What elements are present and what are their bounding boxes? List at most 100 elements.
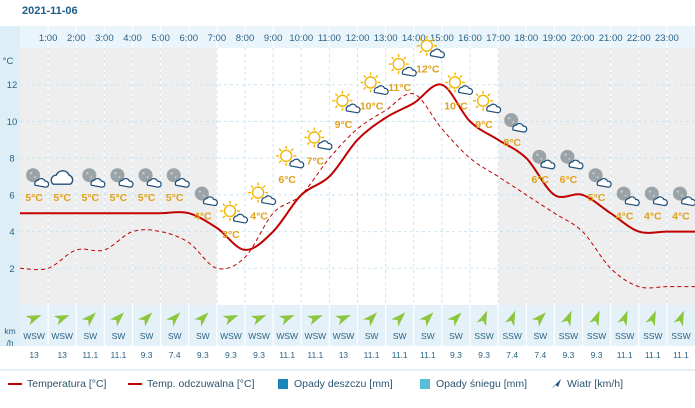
- chart-legend: Temperatura [°C] Temp. odczuwalna [°C] O…: [0, 372, 695, 396]
- wind-unit-bottom: /h: [6, 338, 13, 348]
- wind-direction: WSW: [276, 331, 298, 341]
- wind-arrow-icon: [551, 379, 561, 389]
- sun-cloud-icon: [219, 200, 249, 224]
- legend-wind[interactable]: Wiatr [km/h]: [550, 378, 623, 390]
- legend-snow[interactable]: Opady śniegu [mm]: [420, 378, 527, 390]
- y-tick-label: 10: [7, 117, 18, 128]
- wind-arrow-icon: [250, 314, 267, 326]
- wind-direction: SW: [449, 331, 463, 341]
- sun-ray: [306, 141, 310, 146]
- wind-arrow-icon: [138, 312, 153, 327]
- wind-arrow-shape: [531, 312, 546, 327]
- wind-speed: 11.1: [110, 350, 126, 360]
- hour-label: 21:00: [599, 33, 623, 44]
- wind-direction: SSW: [587, 331, 606, 341]
- wind-speed: 9.3: [225, 350, 237, 360]
- wind-speed: 7.4: [534, 350, 546, 360]
- sun-ray: [222, 203, 226, 207]
- cloud-shape: [345, 103, 361, 114]
- wind-speed: 9.3: [197, 350, 209, 360]
- wind-speed: 13: [57, 350, 67, 360]
- temp-data-label: 5°C: [82, 192, 100, 204]
- hour-label: 13:00: [374, 33, 398, 44]
- wind-arrow-icon: [531, 312, 546, 327]
- moon-crater: [174, 176, 177, 179]
- wind-arrow-shape: [419, 312, 434, 327]
- temp-data-label: 5°C: [588, 192, 606, 204]
- moon-disc: [110, 168, 125, 183]
- moon-crater: [86, 172, 89, 175]
- temp-data-label: 4°C: [616, 211, 634, 223]
- legend-temperature[interactable]: Temperatura [°C]: [8, 378, 106, 390]
- wind-speed: 13: [29, 350, 39, 360]
- moon-disc: [588, 168, 603, 183]
- sun-ray: [375, 74, 379, 78]
- sun-disc: [476, 94, 490, 107]
- legend-feels-like[interactable]: Temp. odczuwalna [°C]: [128, 378, 255, 390]
- hour-label: 19:00: [542, 33, 566, 44]
- wind-speed: 9.3: [450, 350, 462, 360]
- temp-data-label: 3°C: [222, 229, 240, 241]
- cloud-shape: [202, 196, 218, 207]
- cloud-shape: [118, 178, 134, 188]
- wind-speed: 11.1: [645, 350, 661, 360]
- wind-direction: SW: [112, 331, 126, 341]
- hour-label: 6:00: [180, 33, 199, 44]
- wind-direction: SSW: [615, 331, 634, 341]
- hour-label: 2:00: [67, 33, 86, 44]
- wind-arrow-icon: [363, 312, 378, 327]
- night-partly-cloudy-icon: [672, 186, 695, 207]
- temp-data-label: 12°C: [416, 64, 440, 76]
- wind-direction: SSW: [503, 331, 522, 341]
- left-axis-panel: [0, 26, 20, 346]
- sun-ray: [475, 105, 479, 109]
- cloud-shape: [652, 196, 668, 207]
- temp-data-label: 7°C: [307, 156, 325, 168]
- wind-arrow-shape: [561, 310, 572, 327]
- wind-arrow-shape: [391, 312, 406, 327]
- moon-crater: [90, 176, 93, 179]
- y-tick-label: 4: [9, 227, 14, 238]
- night-partly-cloudy-icon: [194, 186, 218, 207]
- wind-arrow-icon: [53, 314, 70, 326]
- wind-speed: 11.1: [420, 350, 436, 360]
- sun-ray: [306, 129, 310, 134]
- night-partly-cloudy-icon: [560, 149, 584, 170]
- wind-arrow-shape: [166, 312, 181, 327]
- sun-disc: [308, 131, 321, 144]
- moon-disc: [532, 149, 547, 164]
- sun-ray: [362, 86, 367, 90]
- y-tick-label: 6: [9, 190, 14, 201]
- wind-direction: SW: [168, 331, 182, 341]
- wind-arrow-shape: [109, 312, 125, 327]
- legend-wind-label: Wiatr [km/h]: [567, 378, 624, 390]
- moon-disc: [138, 168, 153, 183]
- moon-crater: [620, 190, 623, 193]
- temp-data-label: 5°C: [110, 192, 128, 204]
- sun-cloud-icon: [416, 35, 445, 59]
- night-partly-cloudy-icon: [138, 168, 162, 188]
- sun-ray: [234, 203, 238, 207]
- wind-arrow-shape: [645, 310, 656, 327]
- wind-speed: 11.1: [617, 350, 633, 360]
- temperature-line: [20, 83, 695, 251]
- wind-arrow-icon: [617, 310, 628, 327]
- wind-arrow-shape: [447, 312, 462, 327]
- temp-data-label: 6°C: [532, 174, 550, 186]
- wind-speed: 9.3: [563, 350, 575, 360]
- hour-label: 23:00: [655, 33, 679, 44]
- wind-arrow-shape: [138, 312, 153, 327]
- rain-swatch: [278, 379, 288, 389]
- wind-speed: 13: [339, 350, 349, 360]
- moon-disc: [504, 113, 519, 128]
- temp-data-label: 4°C: [250, 211, 268, 223]
- cloud-shape: [34, 178, 50, 188]
- sun-ray: [250, 185, 254, 189]
- wind-speed: 9.3: [141, 350, 153, 360]
- sun-disc: [279, 149, 293, 163]
- wind-speed: 9.3: [478, 350, 490, 360]
- wind-arrow-icon: [419, 312, 434, 327]
- sun-ray: [447, 74, 451, 78]
- moon-disc: [672, 186, 687, 201]
- legend-rain[interactable]: Opady deszczu [mm]: [278, 378, 393, 390]
